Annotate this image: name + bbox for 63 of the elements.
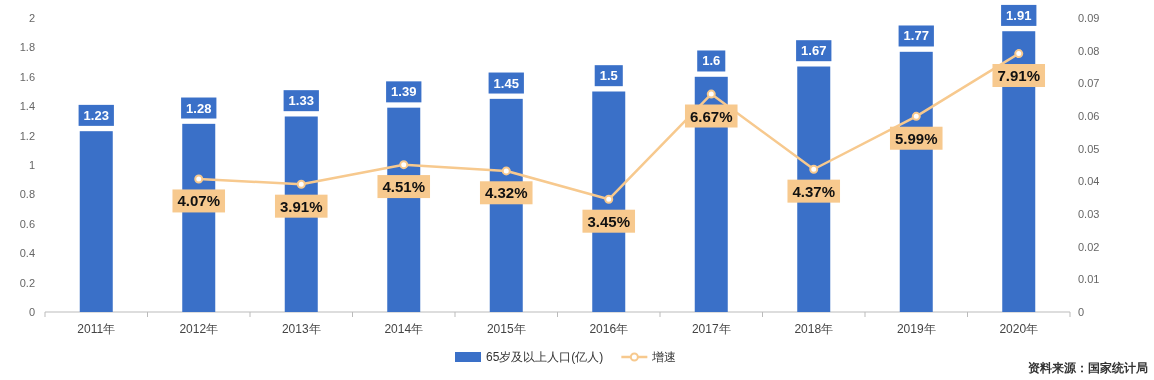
y2-tick-label: 0.09 <box>1078 12 1100 24</box>
point <box>809 164 819 174</box>
point <box>706 89 716 99</box>
y-tick-label: 1.4 <box>19 100 35 113</box>
data-label: 1.77 <box>903 28 929 44</box>
x-tick-label: 2015年 <box>486 322 526 336</box>
data-label: 4.32% <box>484 184 528 202</box>
data-label: 1.5 <box>599 68 618 84</box>
x-tick-label: 2019年 <box>896 322 936 336</box>
data-label: 1.67 <box>801 43 827 59</box>
y-tick-label: 1.6 <box>19 70 35 83</box>
data-label: 1.45 <box>493 75 519 91</box>
x-tick-label: 2014年 <box>384 322 424 336</box>
x-tick-label: 2012年 <box>179 322 219 336</box>
legend-label: 增速 <box>651 350 677 364</box>
point <box>604 194 614 204</box>
data-label: 1.39 <box>391 84 417 100</box>
x-tick-label: 2020年 <box>999 322 1039 336</box>
x-tick-label: 2017年 <box>691 322 731 336</box>
y-tick-label: 0.8 <box>19 188 35 201</box>
x-tick-label: 2013年 <box>281 322 321 336</box>
y2-tick-label: 0.05 <box>1078 142 1100 155</box>
data-label: 1.6 <box>702 53 721 69</box>
y2-tick-label: 0.02 <box>1078 240 1100 253</box>
y-tick-label: 0.6 <box>19 217 35 230</box>
y2-tick-label: 0.08 <box>1078 44 1100 57</box>
y-tick-label: 2 <box>28 12 35 24</box>
data-label: 3.45% <box>587 212 631 230</box>
data-label: 1.23 <box>83 107 109 123</box>
data-label: 1.91 <box>1006 7 1032 23</box>
x-tick-label: 2018年 <box>794 322 834 336</box>
point <box>296 179 306 189</box>
data-label: 3.91% <box>279 197 323 215</box>
y2-tick-label: 0.03 <box>1078 208 1100 220</box>
y2-tick-label: 0.06 <box>1078 110 1100 122</box>
data-label: 4.51% <box>382 178 426 196</box>
y-tick-label: 1 <box>28 159 35 171</box>
point <box>194 174 204 184</box>
y2-tick-label: 0.07 <box>1078 77 1100 90</box>
x-tick-label: 2011年 <box>77 322 116 336</box>
y2-tick-label: 0.04 <box>1078 175 1100 188</box>
data-label: 5.99% <box>894 129 938 147</box>
point <box>501 166 511 176</box>
y-tick-label: 0.2 <box>19 276 35 289</box>
y2-tick-label: 0 <box>1078 306 1085 318</box>
y-tick-label: 1.8 <box>19 41 35 54</box>
y-tick-label: 1.2 <box>19 129 35 142</box>
data-label: 1.28 <box>186 100 212 116</box>
data-label: 1.33 <box>288 93 314 109</box>
point <box>911 111 921 121</box>
point <box>399 160 409 170</box>
data-label: 7.91% <box>997 67 1041 85</box>
x-tick-label: 2016年 <box>589 322 629 336</box>
legend-label: 65岁及以上人口(亿人) <box>486 350 604 364</box>
point <box>1014 49 1024 59</box>
bar <box>79 131 113 312</box>
data-label: 6.67% <box>689 107 733 125</box>
y-tick-label: 0 <box>28 306 35 318</box>
data-label: 4.37% <box>792 182 836 200</box>
y2-tick-label: 0.01 <box>1078 273 1100 286</box>
y-tick-label: 0.4 <box>19 247 35 260</box>
data-label: 4.07% <box>177 192 221 210</box>
text: 资料来源：国家统计局 <box>1028 361 1148 375</box>
